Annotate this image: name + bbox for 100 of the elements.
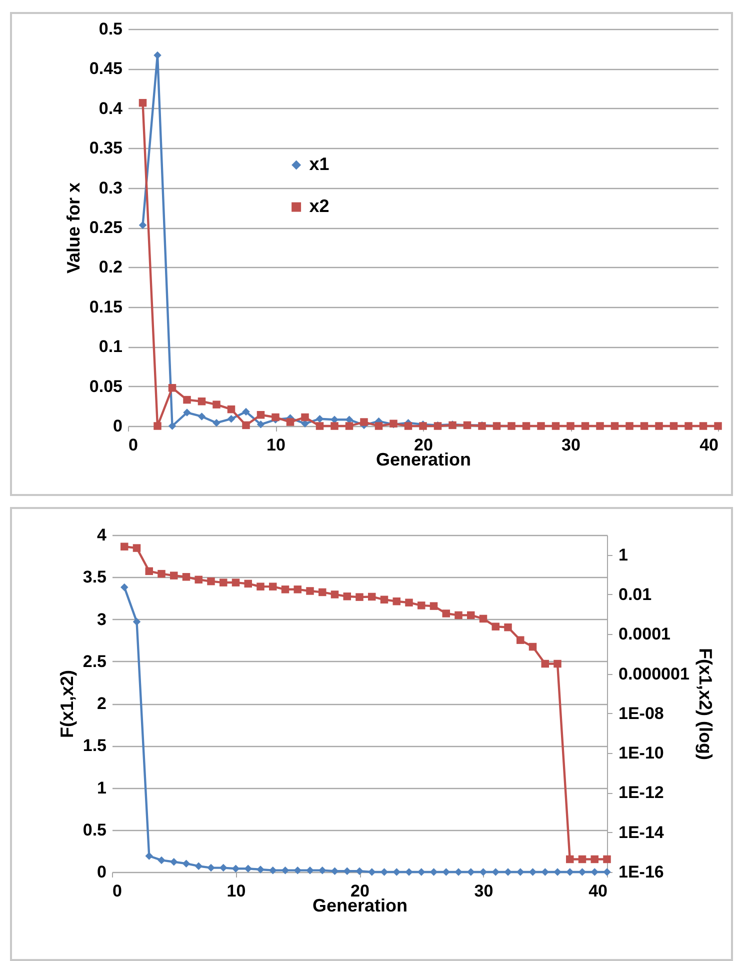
point [566,422,574,430]
y2-tick-label: 0.0001 [618,624,670,644]
point [578,855,586,864]
y-tick-label: 0.45 [89,59,122,78]
point [684,422,692,430]
point [581,422,590,430]
y-tick-label: 0.15 [89,297,122,316]
point [120,583,128,592]
point [467,868,475,876]
point [405,598,413,606]
point [418,602,426,610]
point [541,868,549,876]
point [256,411,265,419]
point [504,868,512,876]
y-tick-label: 0.5 [82,820,106,840]
point [145,852,153,860]
point [380,596,388,604]
point [345,422,354,430]
point [655,422,663,430]
point [418,868,426,876]
point [244,864,252,873]
point [256,866,264,874]
point [343,867,351,876]
y2-tick-label: 1E-08 [618,704,664,723]
point [316,414,324,423]
point [182,573,190,581]
point [492,868,500,876]
point [330,867,339,876]
point [603,855,611,864]
point [454,868,462,876]
point [343,592,351,600]
point [356,867,364,876]
point [120,542,128,550]
y2-tick-label: 1E-12 [618,783,664,802]
point [430,602,438,610]
x-tick-label: 30 [474,882,494,900]
y-tick-label: 1.5 [82,736,106,756]
point [198,412,206,420]
point [306,587,314,595]
point [301,413,309,422]
point [528,642,537,651]
point [330,590,339,598]
point [242,421,250,430]
point [516,636,524,644]
y2-tick-label: 0.01 [618,584,652,604]
point [522,422,530,430]
x-tick-label: 40 [588,882,608,900]
point [272,413,280,422]
point [610,422,619,430]
point [286,418,294,426]
point [145,567,153,576]
point [318,866,326,874]
point [356,593,364,601]
point [132,544,141,552]
y-tick-label: 4 [97,526,108,544]
point [467,611,475,620]
point [183,396,191,404]
y-tick-label: 0.35 [89,138,122,158]
point [626,422,634,430]
point [207,577,215,586]
point [170,572,178,580]
point [198,398,206,406]
legend-label: x2 [309,196,330,216]
x-tick-label: 0 [128,436,138,454]
y-axis-title: Value for x [63,182,84,274]
point [554,868,562,876]
point [194,862,202,870]
point [138,221,147,229]
y-tick-label: 0 [113,416,122,436]
point [590,868,598,876]
point [207,864,215,872]
y2-tick-label: 1E-14 [618,822,664,842]
point [232,578,240,586]
point [269,582,277,590]
y2-tick-label: 1 [618,545,628,564]
y-tick-label: 1 [97,778,106,798]
point [294,586,302,594]
point [318,588,326,596]
point [537,422,545,430]
point [374,422,383,430]
point [281,586,290,594]
point [566,855,574,864]
y2-tick-label: 0.000001 [618,664,690,684]
point [168,422,176,430]
point [132,618,141,626]
point [368,592,376,601]
point [227,414,236,423]
point [170,858,178,866]
y-tick-label: 0.05 [89,376,122,396]
point [168,384,176,392]
point [220,864,228,872]
point [212,418,220,427]
point [232,864,240,873]
point [516,868,524,876]
point [194,576,202,584]
point [227,405,236,414]
y-tick-label: 0.2 [98,258,122,277]
point [596,422,604,430]
point [242,408,250,416]
point [405,868,413,876]
